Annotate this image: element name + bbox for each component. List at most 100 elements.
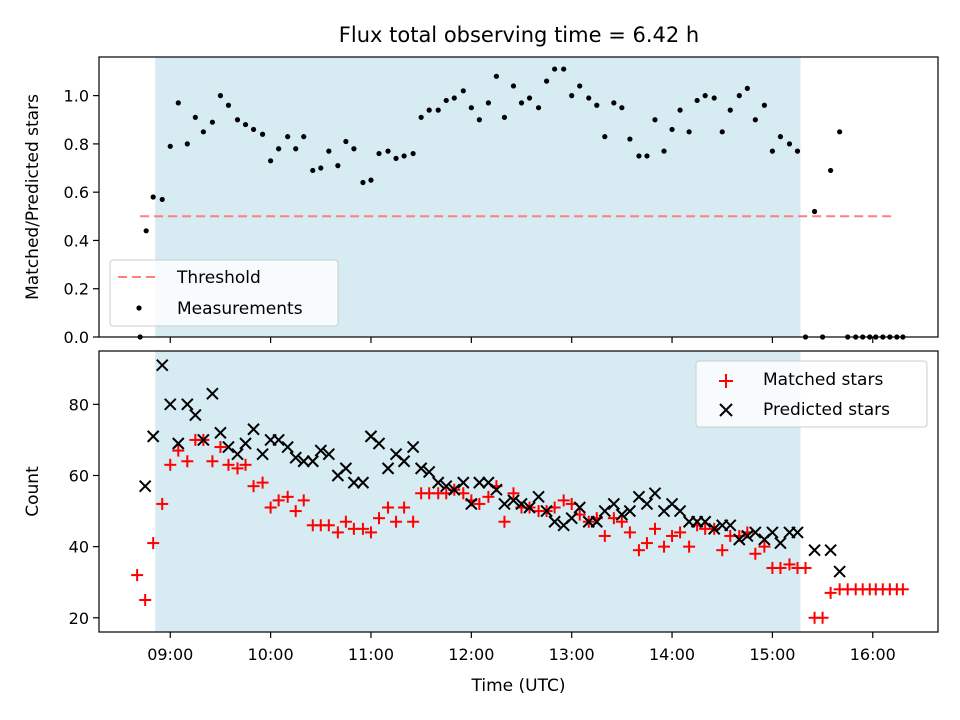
predicted-star-point — [172, 437, 185, 450]
matched-star-point — [382, 501, 395, 514]
measurement-point — [786, 141, 793, 147]
x-tick-label: 09:00 — [147, 645, 193, 664]
matched-star-point — [364, 526, 377, 539]
measurement-point — [385, 148, 391, 154]
predicted-star-point — [164, 398, 177, 411]
measurement-point — [301, 134, 307, 140]
predicted-star-point — [833, 565, 846, 578]
predicted-star-point — [507, 494, 520, 507]
predicted-star-point — [289, 451, 302, 464]
ratio-panel: 0.0 0.2 0.4 0.6 0.8 1.0 Matched/Predicted sta… — [23, 56, 939, 347]
predicted-star-point — [490, 483, 503, 496]
measurement-point — [175, 100, 181, 106]
predicted-star-point — [598, 504, 612, 518]
count-panel-frame — [98, 350, 939, 633]
measurement-point — [535, 105, 542, 111]
measurement-point — [335, 163, 341, 169]
predicted-star-point — [707, 522, 721, 536]
predicted-star-point — [281, 440, 294, 454]
x-tick-label: 10:00 — [248, 645, 294, 664]
predicted-star-point — [766, 526, 779, 539]
matched-star-point — [799, 561, 812, 574]
measurement-point — [451, 95, 457, 101]
measurement-point — [577, 83, 583, 89]
predicted-star-point — [615, 508, 629, 521]
predicted-star-point — [573, 501, 586, 514]
y-tick-label: 20 — [69, 609, 89, 628]
predicted-star-point — [189, 408, 202, 422]
x-tick-label: 16:00 — [850, 645, 896, 664]
matched-star-point — [615, 515, 628, 528]
predicted-stars-points — [138, 359, 846, 578]
measurement-point — [752, 117, 758, 123]
predicted-star-point — [565, 511, 578, 525]
count-panel: 20 40 60 80 09:00 10:00 11:00 12:00 13:00 14:00 1… — [23, 350, 939, 696]
matched-star-point — [407, 515, 420, 528]
matched-star-point — [507, 487, 520, 500]
matched-star-point — [322, 519, 335, 532]
legend-matched-swatch — [719, 374, 733, 388]
measurement-point — [192, 114, 198, 120]
measurement-point — [401, 153, 407, 159]
predicted-star-point — [406, 440, 420, 454]
matched-star-point — [557, 494, 570, 507]
y-tick-label: 0.0 — [64, 328, 89, 347]
matched-star-point — [498, 515, 511, 528]
measurement-point — [242, 121, 249, 128]
matched-star-point — [674, 526, 687, 539]
measurement-point — [761, 102, 767, 108]
measurement-point — [561, 66, 567, 72]
matched-star-point — [816, 611, 829, 624]
measurement-point — [828, 167, 834, 174]
measurement-point — [468, 105, 474, 111]
predicted-star-point — [824, 543, 837, 557]
matched-star-point — [623, 526, 636, 539]
predicted-star-point — [206, 387, 219, 400]
matched-star-point — [281, 490, 294, 503]
measurement-points — [137, 66, 906, 340]
measurement-point — [476, 117, 482, 123]
legend-threshold-label: Threshold — [176, 268, 261, 288]
measurement-point — [410, 150, 416, 157]
matched-star-point — [131, 569, 144, 582]
predicted-star-point — [523, 501, 536, 514]
measurement-point — [510, 83, 517, 89]
measurement-point — [594, 102, 600, 108]
predicted-star-point — [532, 490, 545, 504]
predicted-star-point — [607, 497, 621, 511]
predicted-star-point — [231, 447, 244, 461]
matched-star-point — [774, 561, 787, 574]
ratio-y-axis-label: Matched/Predicted stars — [23, 94, 43, 300]
measurement-point — [677, 107, 683, 113]
matched-star-point — [214, 441, 227, 454]
predicted-star-point — [465, 497, 478, 511]
predicted-star-point — [515, 497, 528, 511]
y-tick-label: 1.0 — [64, 87, 89, 106]
predicted-star-point — [146, 430, 160, 443]
predicted-star-point — [339, 462, 353, 475]
measurement-point — [318, 165, 324, 171]
measurement-point — [544, 78, 550, 84]
matched-star-point — [164, 458, 177, 471]
measurement-point — [627, 136, 633, 142]
matched-star-point — [272, 494, 285, 507]
predicted-star-point — [698, 515, 712, 528]
measurement-point — [435, 107, 441, 113]
measurement-point — [636, 153, 642, 159]
measurement-point — [159, 196, 165, 203]
predicted-star-point — [356, 476, 370, 489]
predicted-star-point — [397, 455, 411, 468]
predicted-star-point — [808, 543, 821, 557]
count-y-axis-label: Count — [23, 466, 43, 517]
matched-star-point — [758, 540, 771, 553]
measurement-point — [611, 100, 617, 106]
ratio-x-ticks — [169, 337, 874, 343]
predicted-star-point — [272, 433, 285, 447]
measurement-point — [727, 107, 733, 113]
predicted-star-point — [548, 515, 561, 528]
matched-star-point — [390, 515, 403, 528]
matched-star-point — [482, 490, 495, 503]
matched-star-point — [658, 540, 671, 553]
matched-star-point — [289, 505, 302, 518]
